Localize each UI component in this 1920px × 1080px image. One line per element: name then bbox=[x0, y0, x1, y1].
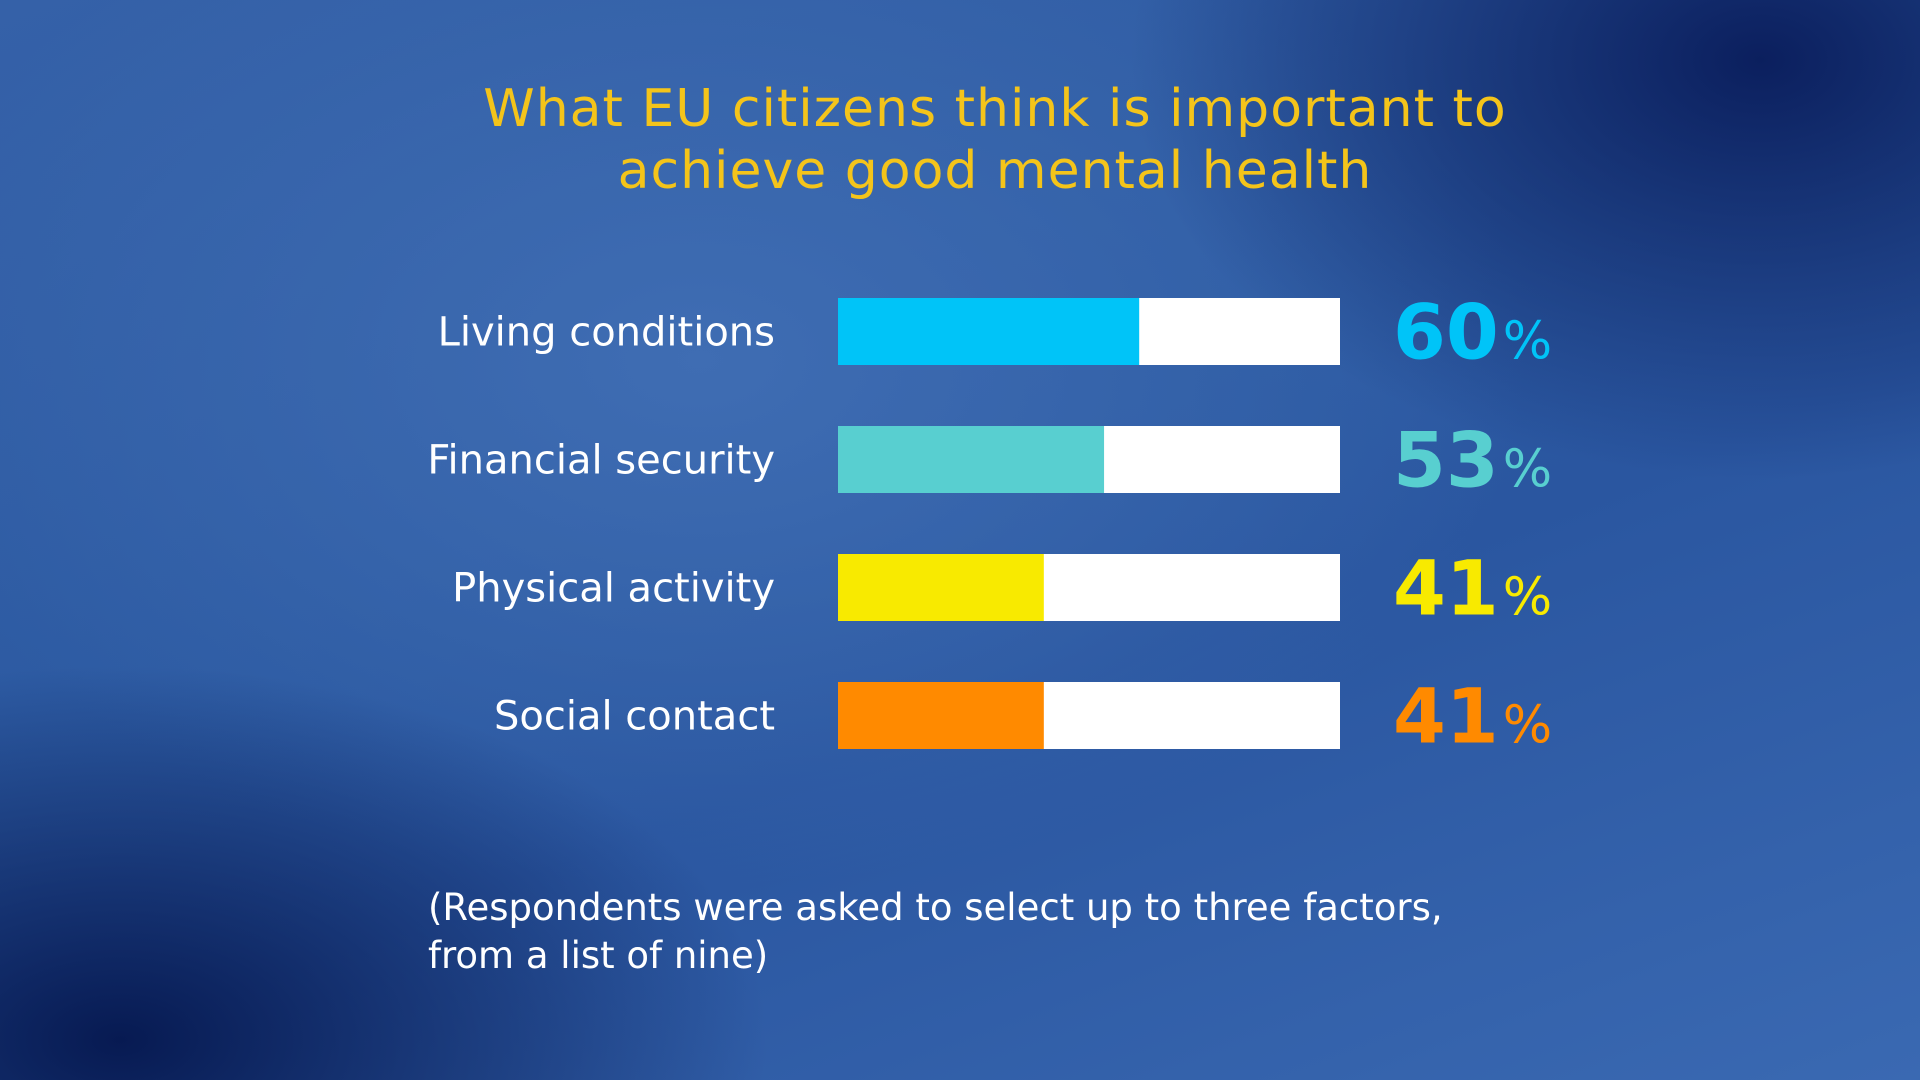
value-label: 53% bbox=[1393, 416, 1552, 505]
category-label: Financial security bbox=[427, 438, 775, 484]
bar bbox=[838, 426, 1105, 493]
value-number: 53 bbox=[1393, 416, 1499, 505]
chart-title: What EU citizens think is important to a… bbox=[260, 78, 1730, 202]
survey-note-line-2: from a list of nine) bbox=[428, 934, 769, 977]
bar bbox=[838, 298, 1140, 365]
value-label: 41% bbox=[1393, 672, 1552, 761]
chart-title-line-1: What EU citizens think is important to bbox=[483, 79, 1507, 139]
category-label: Living conditions bbox=[438, 310, 775, 356]
bar bbox=[838, 554, 1044, 621]
value-number: 41 bbox=[1393, 544, 1499, 633]
value-label: 41% bbox=[1393, 544, 1552, 633]
category-label: Physical activity bbox=[452, 566, 775, 612]
chart-title-line-2: achieve good mental health bbox=[617, 141, 1373, 201]
survey-note-line-1: (Respondents were asked to select up to … bbox=[428, 886, 1443, 929]
value-percent-sign: % bbox=[1503, 696, 1552, 756]
value-label: 60% bbox=[1393, 288, 1552, 377]
category-label: Social contact bbox=[494, 694, 775, 740]
value-percent-sign: % bbox=[1503, 440, 1552, 500]
value-number: 60 bbox=[1393, 288, 1499, 377]
value-number: 41 bbox=[1393, 672, 1499, 761]
value-percent-sign: % bbox=[1503, 312, 1552, 372]
value-percent-sign: % bbox=[1503, 568, 1552, 628]
bar bbox=[838, 682, 1044, 749]
survey-note: (Respondents were asked to select up to … bbox=[428, 884, 1628, 980]
